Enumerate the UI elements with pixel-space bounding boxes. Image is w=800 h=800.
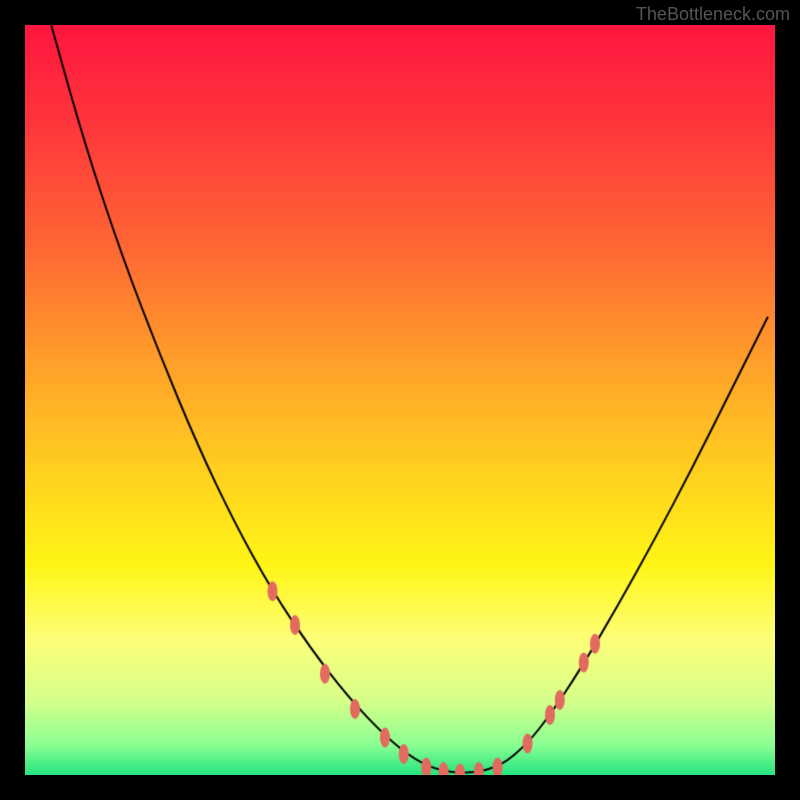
bottleneck-curve-chart	[25, 25, 775, 775]
plot-area	[25, 25, 775, 775]
chart-container: TheBottleneck.com	[0, 0, 800, 800]
watermark-text: TheBottleneck.com	[636, 4, 790, 25]
